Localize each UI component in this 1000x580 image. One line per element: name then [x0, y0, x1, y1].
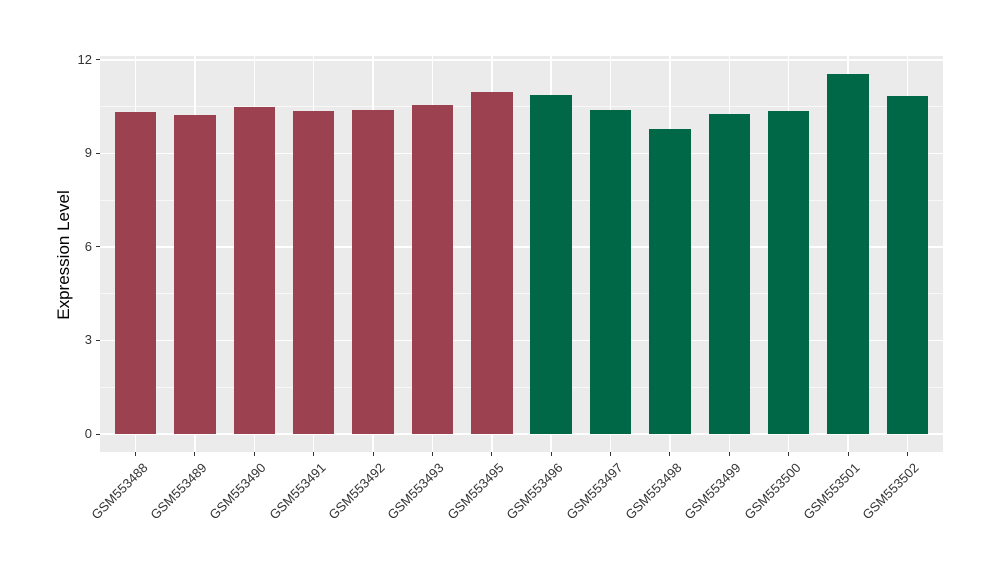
gridline-major — [100, 59, 943, 61]
x-tick-mark — [372, 452, 374, 456]
bar-GSM553489 — [174, 115, 216, 434]
y-tick-mark — [96, 433, 100, 435]
bar-GSM553495 — [471, 91, 513, 434]
y-tick-label: 3 — [84, 332, 92, 348]
gridline-major — [100, 433, 943, 435]
x-tick-mark — [253, 452, 255, 456]
y-axis-title: Expression Level — [54, 190, 73, 320]
bar-GSM553490 — [233, 106, 276, 434]
bar-GSM553502 — [886, 95, 929, 434]
y-tick-mark — [96, 246, 100, 248]
x-tick-mark — [788, 452, 790, 456]
x-tick-mark — [491, 452, 493, 456]
bar-GSM553492 — [352, 109, 394, 434]
bar-GSM553491 — [292, 110, 335, 434]
gridline-minor — [100, 199, 943, 201]
bar-GSM553488 — [114, 111, 157, 434]
plot-panel — [100, 56, 943, 452]
x-tick-label: GSM553488 — [88, 460, 151, 523]
x-tick-mark — [135, 452, 137, 456]
y-tick-mark — [96, 339, 100, 341]
x-tick-mark — [431, 452, 433, 456]
x-tick-mark — [313, 452, 315, 456]
gridline-minor — [100, 386, 943, 388]
bar-GSM553501 — [827, 74, 869, 434]
x-tick-mark — [550, 452, 552, 456]
x-tick-mark — [669, 452, 671, 456]
y-tick-mark — [96, 152, 100, 154]
x-tick-mark — [194, 452, 196, 456]
bar-GSM553499 — [708, 113, 751, 434]
y-tick-label: 9 — [84, 145, 92, 161]
gridline-minor — [100, 106, 943, 108]
gridline-major — [100, 339, 943, 342]
gridline-major — [100, 246, 943, 248]
x-tick-mark — [728, 452, 730, 456]
x-tick-mark — [906, 452, 908, 456]
gridline-major — [100, 152, 943, 155]
y-tick-label: 0 — [84, 426, 92, 441]
bar-GSM553497 — [589, 110, 632, 434]
y-tick-label: 6 — [84, 238, 92, 254]
bar-GSM553498 — [649, 129, 691, 434]
bar-GSM553496 — [530, 94, 572, 434]
y-tick-mark — [96, 59, 100, 61]
x-tick-mark — [847, 452, 849, 456]
bar-GSM553500 — [767, 110, 810, 434]
gridline-minor — [100, 293, 943, 295]
y-tick-label: 12 — [77, 51, 92, 67]
bar-GSM553493 — [411, 105, 454, 434]
x-tick-mark — [610, 452, 612, 456]
